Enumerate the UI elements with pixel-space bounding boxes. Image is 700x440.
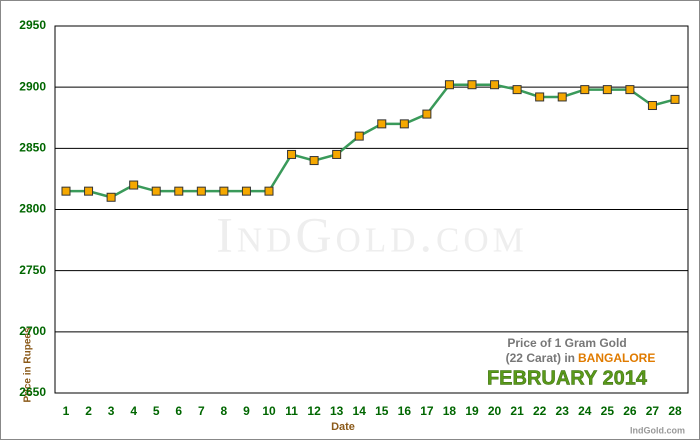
marker — [377, 119, 387, 129]
x-tick-label: 9 — [243, 404, 250, 418]
marker — [129, 180, 139, 190]
marker — [174, 186, 184, 196]
x-tick-label: 13 — [330, 404, 344, 418]
x-tick-label: 2 — [85, 404, 92, 418]
x-tick-label: 4 — [130, 404, 137, 418]
marker — [467, 80, 477, 90]
price-line — [66, 83, 676, 199]
credit: IndGold.com — [630, 425, 685, 435]
marker — [309, 156, 319, 166]
marker — [490, 80, 500, 90]
x-tick-label: 3 — [108, 404, 115, 418]
marker — [670, 94, 680, 104]
x-tick-label: 23 — [556, 404, 570, 418]
x-tick-label: 18 — [443, 404, 457, 418]
x-tick-label: 21 — [510, 404, 524, 418]
marker — [580, 85, 590, 95]
marker — [535, 92, 545, 102]
y-tick-label: 2950 — [19, 18, 46, 32]
y-tick-label: 2900 — [19, 79, 46, 93]
x-tick-label: 20 — [488, 404, 502, 418]
annotation-city: BANGALORE — [578, 351, 655, 365]
marker — [151, 186, 161, 196]
x-tick-label: 19 — [465, 404, 479, 418]
y-tick-label: 2650 — [19, 385, 46, 399]
marker — [61, 186, 71, 196]
marker — [287, 149, 297, 159]
marker — [219, 186, 229, 196]
x-tick-label: 10 — [262, 404, 276, 418]
marker — [557, 92, 567, 102]
x-tick-label: 16 — [398, 404, 412, 418]
plot-border — [54, 25, 689, 394]
x-tick-label: 7 — [198, 404, 205, 418]
x-axis-label: Date — [331, 421, 355, 433]
x-tick-label: 5 — [153, 404, 160, 418]
marker — [354, 131, 364, 141]
annotation-month: FEBRUARY 2014 — [487, 367, 648, 389]
marker — [625, 85, 635, 95]
x-tick-label: 22 — [533, 404, 547, 418]
y-tick-label: 2700 — [19, 324, 46, 338]
x-tick-label: 6 — [175, 404, 182, 418]
x-tick-label: 15 — [375, 404, 389, 418]
y-tick-label: 2850 — [19, 141, 46, 155]
marker — [106, 192, 116, 202]
marker — [399, 119, 409, 129]
x-tick-label: 1 — [63, 404, 70, 418]
marker — [512, 85, 522, 95]
y-tick-label: 2750 — [19, 263, 46, 277]
marker — [84, 186, 94, 196]
marker — [647, 101, 657, 111]
y-axis-label: Price in Rupees — [23, 327, 34, 402]
marker — [422, 109, 432, 119]
x-tick-label: 14 — [353, 404, 367, 418]
annotation-line1: Price of 1 Gram Gold — [507, 336, 626, 350]
watermark: IndGold.com — [216, 206, 527, 262]
marker — [332, 149, 342, 159]
marker — [602, 85, 612, 95]
marker — [241, 186, 251, 196]
x-tick-label: 12 — [307, 404, 321, 418]
x-tick-label: 26 — [623, 404, 637, 418]
x-tick-label: 27 — [646, 404, 660, 418]
marker — [264, 186, 274, 196]
x-tick-label: 11 — [285, 404, 298, 418]
marker — [444, 80, 454, 90]
x-tick-label: 8 — [221, 404, 228, 418]
x-tick-label: 25 — [601, 404, 615, 418]
x-tick-label: 17 — [420, 404, 434, 418]
x-tick-label: 28 — [668, 404, 682, 418]
marker — [196, 186, 206, 196]
y-tick-label: 2800 — [19, 202, 46, 216]
x-tick-label: 24 — [578, 404, 592, 418]
annotation-line2: (22 Carat) in — [506, 351, 575, 365]
